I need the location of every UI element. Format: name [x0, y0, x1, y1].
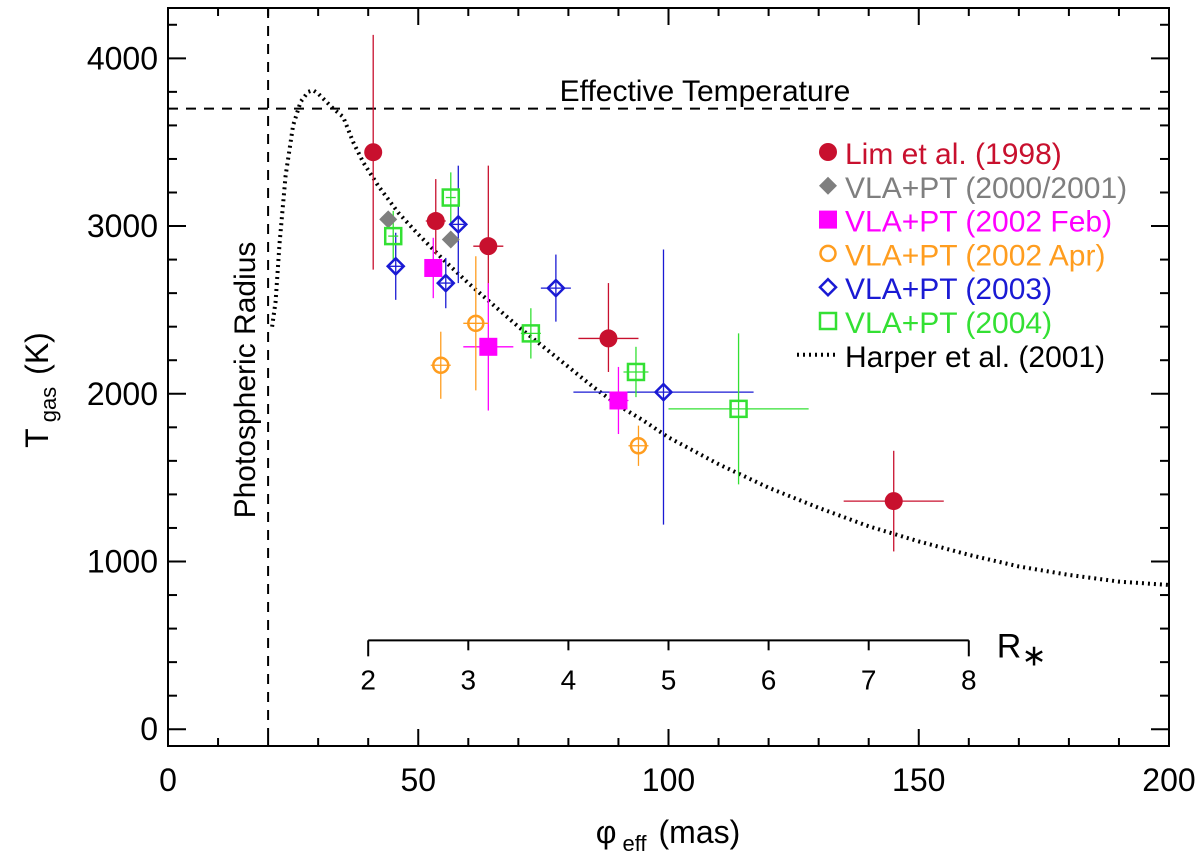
- plot-frame: [167, 7, 1170, 747]
- legend-label: VLA+PT (2004): [845, 307, 1052, 340]
- legend-label: VLA+PT (2002 Feb): [845, 206, 1112, 239]
- y-axis-subscript: gas: [36, 387, 61, 422]
- r-star-tick-label: 5: [661, 664, 677, 695]
- data-point-series-0: [364, 143, 383, 162]
- legend-label: VLA+PT (2003): [845, 273, 1052, 306]
- x-tick-label: 50: [400, 762, 436, 798]
- data-markers: [364, 143, 903, 511]
- r-star-symbol: R: [997, 627, 1022, 665]
- data-point-series-2: [479, 337, 498, 356]
- legend: Lim et al. (1998)VLA+PT (2000/2001)VLA+P…: [797, 138, 1127, 374]
- data-point-series-5: [441, 188, 461, 207]
- data-point-series-0: [479, 237, 498, 256]
- r-star-tick-label: 2: [360, 664, 376, 695]
- r-star-subscript: ∗: [1021, 639, 1046, 672]
- data-point-series-3: [467, 314, 485, 333]
- data-point-series-0: [599, 329, 618, 348]
- data-point-series-4: [436, 273, 456, 293]
- r-star-tick-label: 3: [461, 664, 477, 695]
- x-tick-label: 150: [892, 762, 945, 798]
- r-star-axis-label: R∗: [997, 627, 1047, 672]
- data-point-series-3: [432, 356, 450, 375]
- y-axis-unit: (K): [19, 332, 55, 375]
- data-point-series-3: [629, 437, 648, 455]
- data-point-series-4: [385, 256, 406, 277]
- legend-marker-series-5: [818, 311, 838, 331]
- data-point-series-0: [884, 492, 903, 511]
- legend-label: Lim et al. (1998): [845, 138, 1062, 171]
- photospheric-radius-label: Photospheric Radius: [229, 242, 262, 519]
- legend-marker-series-0: [819, 143, 837, 161]
- legend-label: Harper et al. (2001): [845, 341, 1105, 374]
- data-point-series-2: [424, 258, 443, 277]
- data-point-series-1: [379, 210, 398, 229]
- x-tick-label: 200: [1142, 762, 1195, 798]
- y-axis-title: Tgas (K): [19, 332, 61, 448]
- legend-marker-series-1: [819, 176, 837, 195]
- y-tick-label: 4000: [87, 40, 158, 76]
- x-tick-label: 100: [642, 762, 695, 798]
- reference-lines: [168, 8, 1169, 746]
- r-star-tick-label: 6: [761, 664, 777, 695]
- x-axis-title: φ eff (mas): [596, 814, 741, 851]
- x-axis-symbol: φ: [596, 814, 617, 850]
- secondary-axis: 2 3 4 5 6 7 8R∗: [360, 627, 1046, 695]
- data-point-series-2: [609, 391, 628, 410]
- data-point-series-1: [441, 230, 460, 249]
- data-point-series-5: [383, 226, 403, 246]
- data-point-series-4: [653, 382, 674, 402]
- x-tick-label: 0: [159, 762, 177, 798]
- y-tick-label: 3000: [87, 208, 158, 244]
- data-point-series-0: [426, 212, 445, 231]
- legend-marker-series-2: [819, 210, 837, 229]
- legend-marker-series-4: [818, 277, 838, 297]
- legend-label: VLA+PT (2000/2001): [845, 172, 1127, 205]
- effective-temperature-label: Effective Temperature: [560, 75, 851, 108]
- legend-label: VLA+PT (2002 Apr): [845, 239, 1105, 272]
- data-point-series-5: [626, 362, 646, 382]
- data-point-series-5: [521, 324, 541, 343]
- r-star-tick-label: 7: [861, 664, 877, 695]
- x-axis-unit: (mas): [659, 814, 741, 850]
- legend-marker-series-3: [819, 244, 837, 263]
- data-point-series-4: [546, 278, 566, 298]
- y-tick-label: 2000: [87, 376, 158, 412]
- y-axis-symbol: T: [19, 428, 55, 448]
- r-star-tick-label: 4: [561, 664, 577, 695]
- data-point-series-5: [729, 399, 748, 419]
- x-axis-subscript: eff: [622, 831, 647, 851]
- data-point-series-4: [448, 214, 469, 235]
- y-tick-label: 1000: [87, 544, 158, 580]
- r-star-tick-label: 8: [961, 664, 977, 695]
- y-tick-label: 0: [140, 711, 158, 747]
